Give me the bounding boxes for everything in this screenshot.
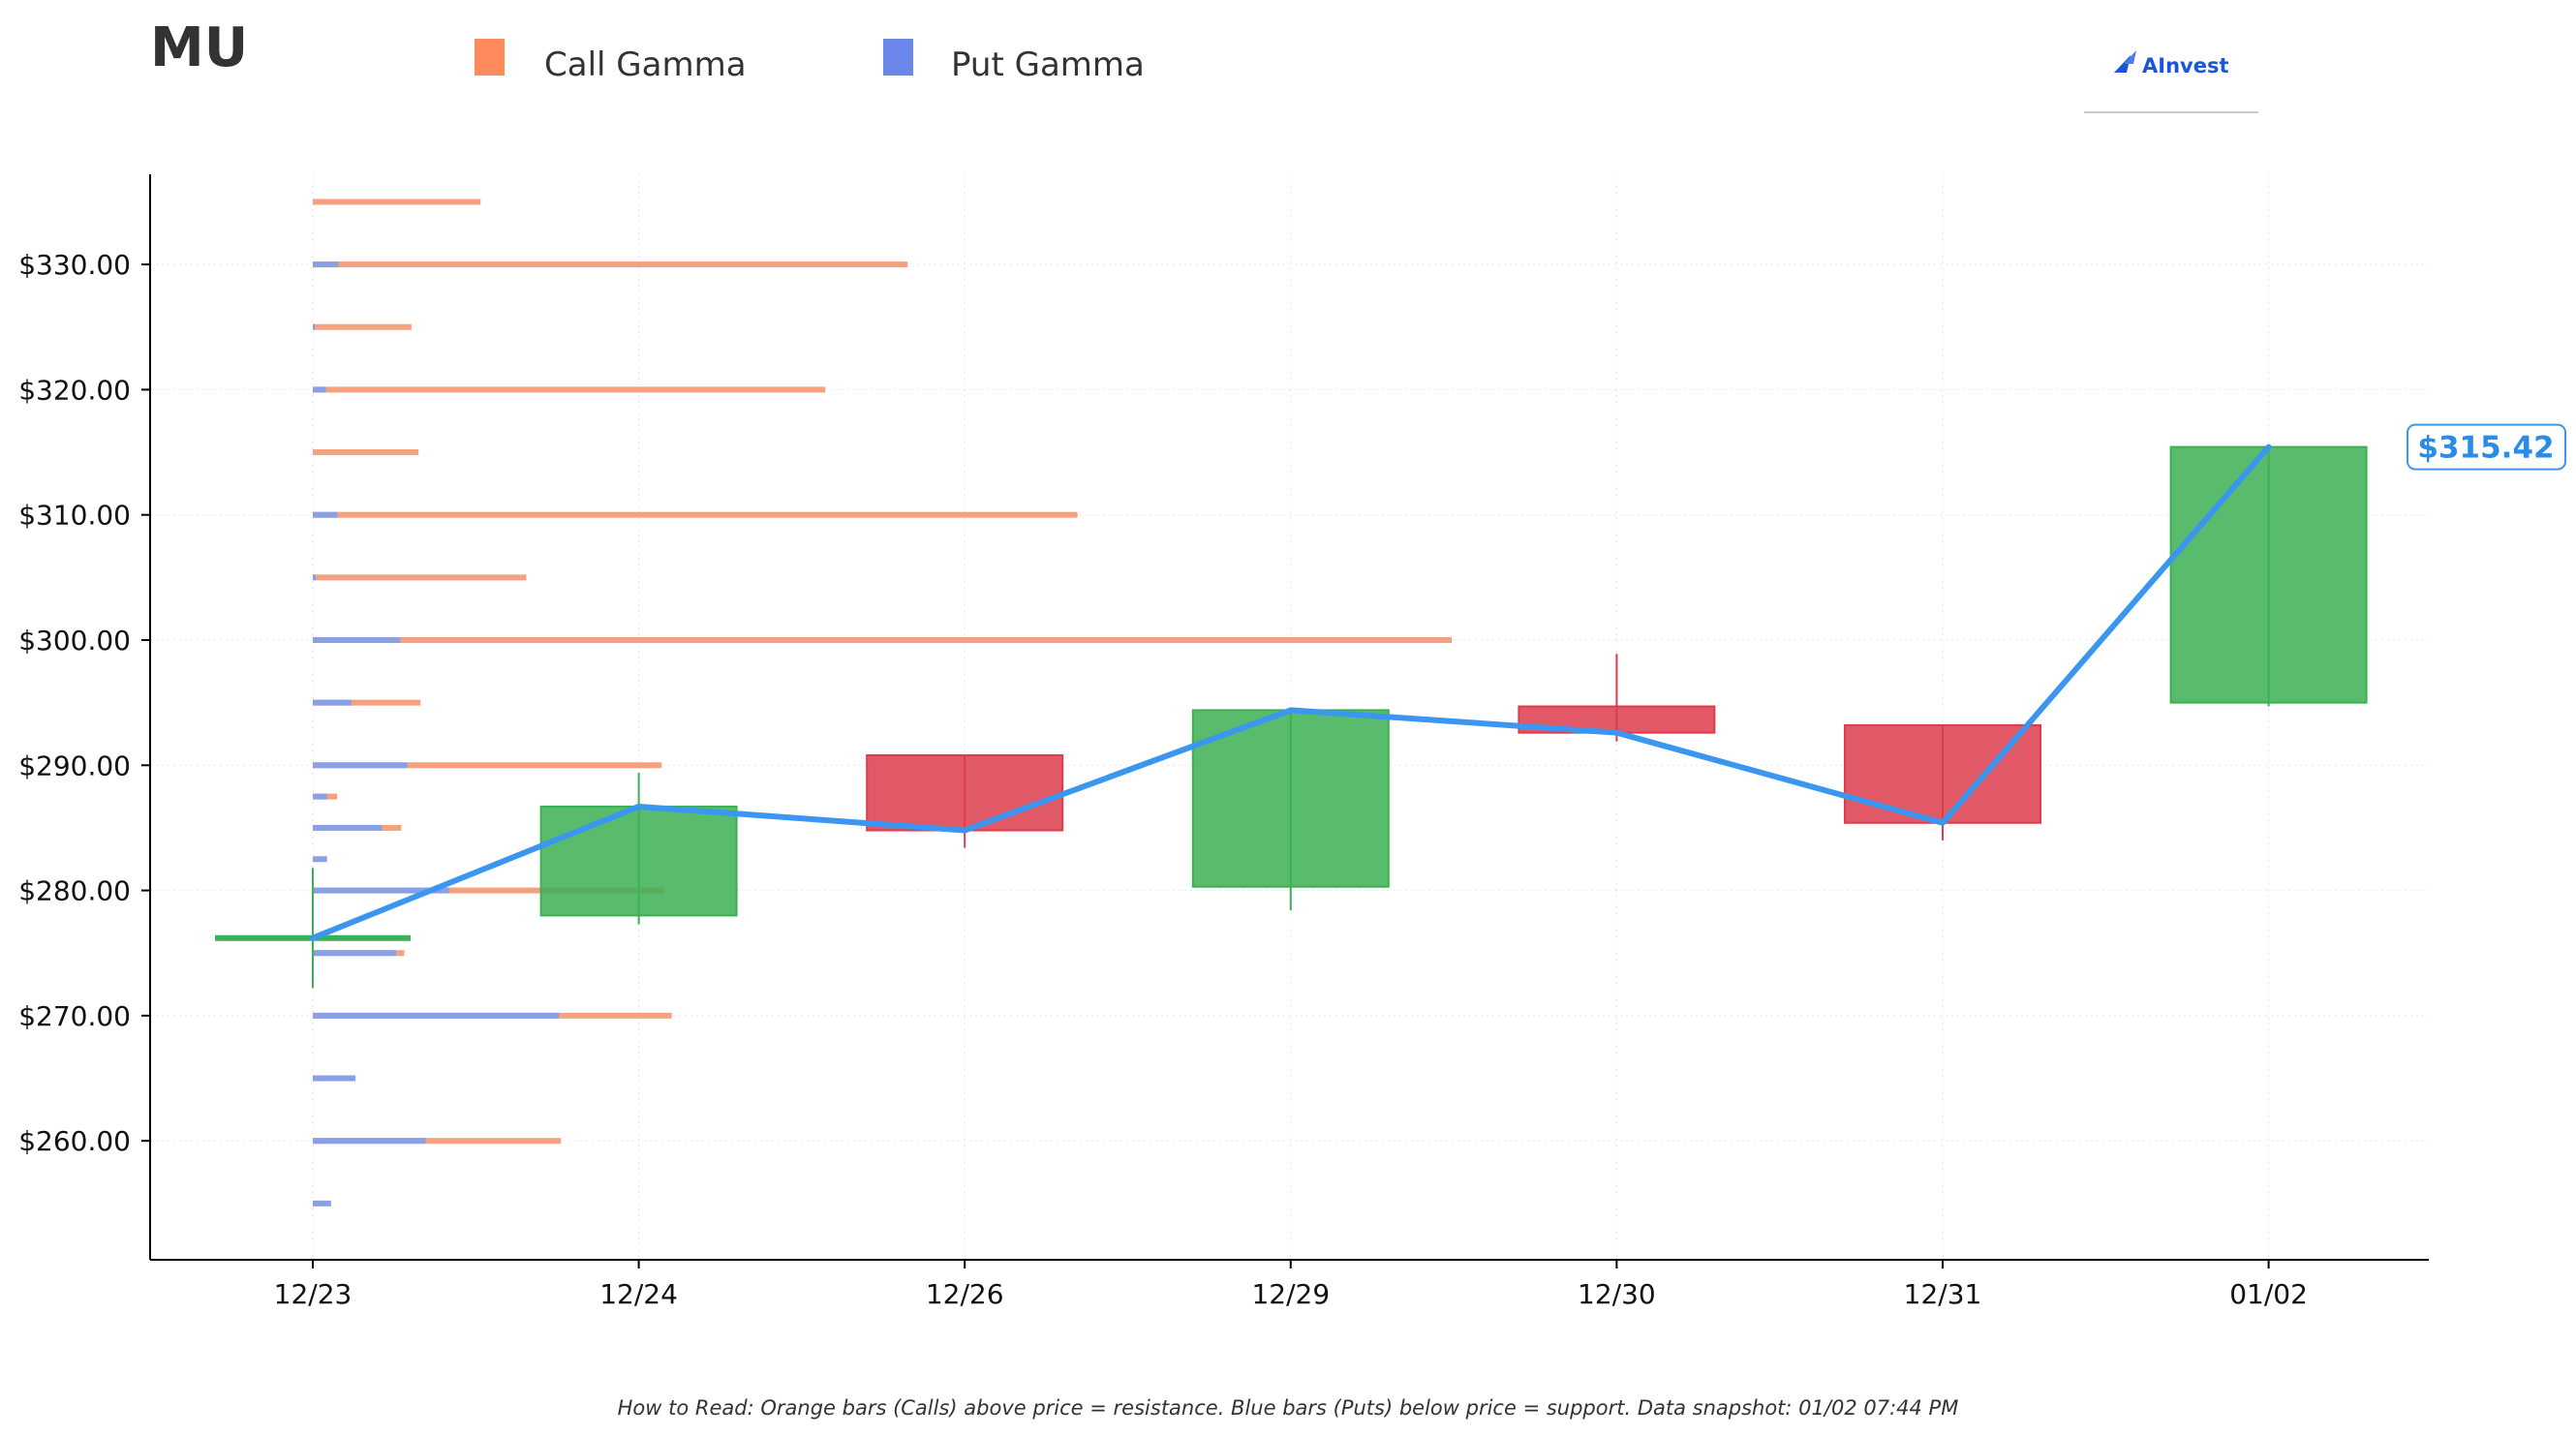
y-tick-label-4: $300.00 <box>18 625 131 657</box>
call-gamma-bar-5 <box>313 511 1078 518</box>
footnote: How to Read: Orange bars (Calls) above p… <box>618 1396 1959 1420</box>
x-tick-label-4: 12/30 <box>1578 1278 1656 1310</box>
x-tick-label-3: 12/29 <box>1251 1278 1330 1310</box>
y-tick-label-1: $270.00 <box>18 1000 131 1032</box>
call-gamma-bar-8 <box>313 699 421 706</box>
candles <box>215 445 2368 989</box>
axes: $260.00 $270.00 $280.00 $290.00 $300.00 $310.… <box>18 174 2429 1310</box>
call-gamma-bar-9 <box>313 762 662 769</box>
put-gamma-bar-2 <box>313 323 316 330</box>
y-tick-label-7: $330.00 <box>18 249 131 281</box>
logo-text: AInvest <box>2142 54 2229 77</box>
put-gamma-bar-7 <box>313 636 401 643</box>
candle-body-12/29 <box>1191 709 1390 888</box>
last-price-value: $315.42 <box>2417 431 2554 466</box>
put-gamma-bar-5 <box>313 511 338 518</box>
x-tick-label-6: 01/02 <box>2229 1278 2308 1310</box>
x-tick-label-5: 12/31 <box>1904 1278 1982 1310</box>
legend: Call Gamma Put Gamma <box>475 39 1145 84</box>
candle-body-12/24 <box>539 805 738 917</box>
put-gamma-bar-15 <box>313 1012 560 1019</box>
y-tick-label-6: $320.00 <box>18 374 131 406</box>
legend-label-put-gamma: Put Gamma <box>951 46 1145 84</box>
y-tick-label-3: $290.00 <box>18 749 131 781</box>
call-gamma-bar-13 <box>313 887 664 894</box>
put-gamma-bar-6 <box>313 574 317 581</box>
put-gamma-bar-11 <box>313 824 383 831</box>
x-tick-label-0: 12/23 <box>274 1278 353 1310</box>
call-gamma-bar-2 <box>313 323 412 330</box>
x-tick-label-1: 12/24 <box>599 1278 678 1310</box>
call-gamma-bar-3 <box>313 386 826 393</box>
put-gamma-bar-12 <box>313 856 327 863</box>
put-gamma-bar-8 <box>313 699 352 706</box>
candle-body-12/26 <box>866 753 1064 832</box>
legend-label-call-gamma: Call Gamma <box>544 46 747 84</box>
call-gamma-bar-1 <box>313 261 908 268</box>
price-line-path <box>310 443 2272 941</box>
put-gamma-bar-10 <box>313 793 327 800</box>
ainvest-logo: AInvest <box>2084 50 2258 113</box>
price-line <box>310 443 2272 941</box>
put-gamma-bar-16 <box>313 1075 356 1082</box>
put-gamma-bar-1 <box>313 261 339 268</box>
call-gamma-bar-6 <box>313 574 527 581</box>
put-gamma-bar-9 <box>313 762 408 769</box>
call-gamma-bar-17 <box>313 1138 562 1145</box>
put-gamma-bar-18 <box>313 1200 331 1207</box>
call-gamma-bar-4 <box>313 449 419 456</box>
candle-body-01/02 <box>2169 445 2368 704</box>
put-gamma-bar-14 <box>313 950 397 957</box>
y-tick-label-5: $310.00 <box>18 500 131 532</box>
y-tick-label-2: $280.00 <box>18 875 131 907</box>
last-price-label: $315.42 <box>2407 423 2566 471</box>
gamma-bars <box>313 199 1452 1207</box>
put-gamma-bar-13 <box>313 887 449 894</box>
put-gamma-bar-3 <box>313 386 326 393</box>
call-gamma-bar-0 <box>313 199 481 205</box>
x-tick-label-2: 12/26 <box>926 1278 1004 1310</box>
y-tick-label-0: $260.00 <box>18 1125 131 1157</box>
put-gamma-bar-17 <box>313 1138 426 1145</box>
legend-swatch-put-gamma <box>883 39 913 76</box>
ainvest-logo-icon <box>2114 50 2136 73</box>
legend-swatch-call-gamma <box>475 39 505 76</box>
chart-title: MU <box>150 16 248 79</box>
last-price-badge <box>2407 423 2566 471</box>
call-gamma-bar-7 <box>313 636 1452 643</box>
